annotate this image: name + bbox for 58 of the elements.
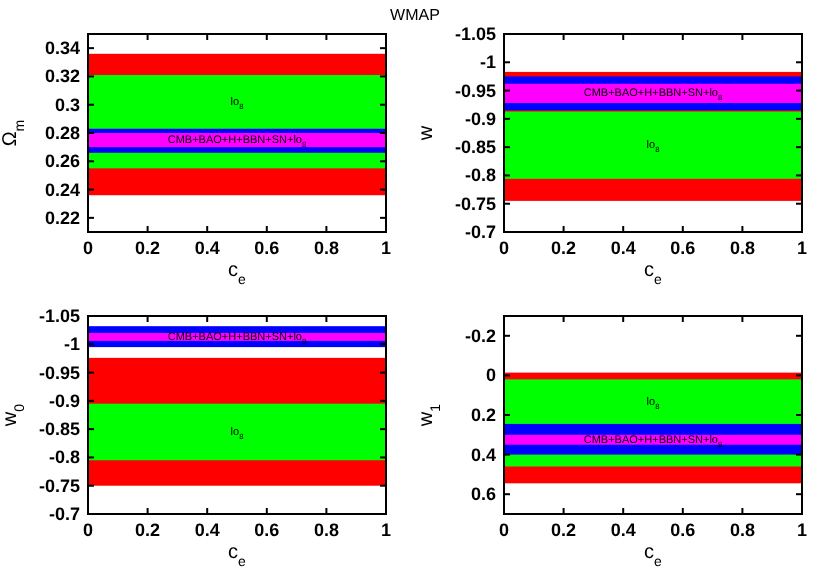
x-tick-label: 0.2 [135,520,161,540]
y-tick-label: -0.2 [464,325,496,346]
y-tick-label: -0.9 [464,108,496,129]
y-axis-title: w [416,124,438,143]
y-tick-label: -1.05 [38,306,80,326]
x-tick-label: 0.4 [610,238,636,258]
x-axis-title: c$_{e}$ [644,542,663,569]
x-axis-title: c$_{e}$ [644,260,663,287]
x-tick-label: 0 [498,520,510,540]
x-tick-label: 0.4 [194,520,220,540]
y-tick-label: -1.05 [454,24,496,44]
y-tick-label: -0.75 [454,193,496,214]
y-tick-label: -0.8 [48,447,80,468]
y-tick-label: -0.9 [48,390,80,411]
chart-title: WMAP [390,6,440,24]
x-tick-label: 0.8 [729,520,755,540]
x-tick-label: 1 [380,520,392,540]
y-tick-label: -0.95 [38,362,80,383]
y-tick-label: -0.7 [464,222,496,242]
x-tick-label: 0.2 [551,238,577,258]
y-tick-label: 0 [485,365,496,386]
y-tick-label: 0.28 [44,123,80,143]
y-tick-label: 0.26 [44,151,80,172]
x-tick-label: 1 [796,520,808,540]
y-tick-label: 0.24 [44,179,80,200]
x-tick-label: 0 [82,238,94,258]
x-tick-label: 0.2 [551,520,577,540]
x-tick-label: 0.6 [254,520,280,540]
y-tick-label: -0.75 [38,475,80,496]
x-tick-label: 0.8 [313,238,339,258]
x-axis-title: c$_{e}$ [228,542,247,569]
x-tick-label: 1 [380,238,392,258]
x-tick-label: 0 [82,520,94,540]
x-tick-label: 0.8 [729,238,755,258]
y-tick-label: -0.7 [48,504,80,524]
y-tick-label: 0.2 [470,405,496,425]
x-tick-label: 0.4 [194,238,220,258]
x-tick-label: 1 [796,238,808,258]
y-tick-label: 0.34 [44,38,80,59]
y-tick-label: 0.4 [470,444,496,465]
y-tick-label: -1 [479,52,496,73]
y-tick-label: -0.85 [38,419,80,440]
x-tick-label: 0.6 [670,238,696,258]
x-tick-label: 0 [498,238,510,258]
x-tick-label: 0.4 [610,520,636,540]
y-tick-label: -0.85 [454,137,496,158]
y-tick-label: 0.6 [470,484,496,505]
x-tick-label: 0.2 [135,238,161,258]
x-tick-label: 0.8 [313,520,339,540]
x-tick-label: 0.6 [254,238,280,258]
y-tick-label: -1 [63,334,80,355]
y-tick-label: 0.3 [54,94,80,115]
x-tick-label: 0.6 [670,520,696,540]
y-tick-label: -0.8 [464,165,496,186]
y-tick-label: 0.32 [44,66,80,87]
y-tick-label: -0.95 [454,80,496,101]
x-axis-title: c$_{e}$ [228,260,247,287]
y-tick-label: 0.22 [44,207,80,228]
